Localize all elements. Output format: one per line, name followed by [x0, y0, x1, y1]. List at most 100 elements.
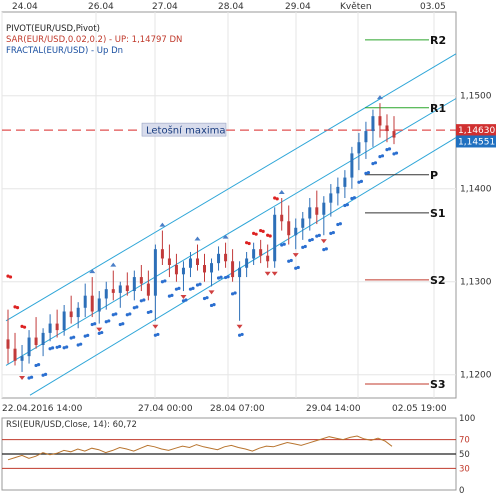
- fractal-up-marker: [194, 236, 201, 241]
- candle-body: [20, 356, 24, 361]
- candle-body: [385, 125, 389, 132]
- sar-dot: [79, 342, 83, 346]
- sar-dot: [266, 233, 270, 237]
- candle-body: [76, 307, 80, 318]
- bottom-date-label: 02.05 19:00: [392, 404, 447, 414]
- top-date-label: 26.04: [88, 2, 114, 12]
- sar-dot: [121, 322, 125, 326]
- candle-body: [371, 116, 375, 132]
- top-date-label: Květen: [340, 2, 372, 12]
- candle-body: [315, 207, 319, 215]
- candle-body: [174, 264, 178, 275]
- sar-dot: [167, 294, 172, 298]
- candle-body: [153, 249, 157, 296]
- sar-dot: [252, 231, 256, 235]
- candle-body: [83, 295, 87, 308]
- sar-dot: [51, 346, 55, 350]
- sar-dot: [104, 320, 108, 324]
- sar-dot: [149, 310, 153, 314]
- rsi-level-label: 50: [459, 450, 470, 460]
- candle-body: [280, 214, 284, 222]
- sar-dot: [336, 222, 340, 227]
- sar-dot: [111, 313, 115, 317]
- fractal-up-marker: [376, 95, 383, 100]
- candle-body: [139, 277, 143, 284]
- sar-dot: [128, 312, 132, 316]
- sar-dot: [195, 283, 200, 287]
- sar-dot: [48, 347, 52, 351]
- sar-dot: [125, 313, 129, 317]
- y-tick-label: 1,1200: [460, 371, 492, 381]
- sar-dot: [296, 265, 300, 270]
- fractal-up-marker: [89, 269, 96, 274]
- fractal-up-marker: [222, 234, 229, 239]
- sar-dot: [181, 299, 186, 303]
- sar-dot: [301, 245, 305, 249]
- pivot-label-S3: S3: [430, 378, 446, 391]
- candle-body: [6, 339, 10, 349]
- candle-body: [231, 261, 235, 278]
- sar-dot: [303, 244, 307, 249]
- sar-dot: [254, 232, 258, 236]
- sar-dot: [146, 310, 150, 315]
- sar-dot: [72, 335, 76, 339]
- sar-dot: [280, 243, 284, 247]
- sar-dot: [163, 279, 167, 283]
- candle-body: [252, 249, 256, 259]
- candle-body: [238, 267, 242, 278]
- sar-dot: [90, 322, 94, 327]
- sar-dot: [230, 292, 235, 296]
- sar-dot: [216, 276, 221, 280]
- sar-dot: [29, 375, 34, 379]
- sar-dot: [6, 274, 10, 278]
- candle-body: [259, 249, 263, 256]
- sar-dot: [22, 325, 27, 329]
- sar-dot: [245, 241, 249, 245]
- price-tag-label: 1,14551: [458, 137, 495, 147]
- candle-body: [132, 277, 136, 292]
- sar-dot: [100, 330, 104, 335]
- candle-body: [90, 295, 94, 312]
- sar-dot: [329, 231, 333, 235]
- sar-dot: [62, 346, 66, 350]
- sar-dot: [268, 234, 272, 238]
- sar-dot: [69, 336, 73, 340]
- pivot-label-S2: S2: [430, 274, 446, 287]
- sar-dot: [177, 286, 181, 290]
- candle-body: [224, 253, 228, 262]
- candle-body: [188, 258, 192, 268]
- sar-dot: [289, 258, 293, 263]
- pivot-legend: PIVOT(EUR/USD,Pivot): [6, 24, 100, 34]
- sar-dot: [55, 345, 59, 349]
- sar-dot: [322, 248, 326, 252]
- sar-dot: [282, 242, 286, 246]
- sar-dot: [205, 296, 209, 300]
- candle-body: [266, 255, 270, 262]
- sar-dot: [27, 376, 31, 380]
- price-tag-bg: [456, 124, 496, 137]
- sar-dot: [202, 296, 207, 301]
- candle-body: [27, 337, 31, 357]
- sar-dot: [191, 286, 195, 290]
- sar-dot: [259, 228, 263, 233]
- sar-dot: [174, 287, 179, 291]
- rsi-title: RSI(EUR/USD,Close, 14): 60,72: [6, 420, 137, 430]
- candle-body: [343, 177, 347, 187]
- y-tick-label: 1,1500: [460, 92, 492, 102]
- candle-body: [210, 263, 214, 273]
- sar-dot: [132, 306, 136, 310]
- sar-dot: [107, 319, 111, 323]
- rsi-level-label: 0: [459, 486, 464, 496]
- fractal-up-marker: [159, 222, 166, 227]
- fractal-down-marker: [292, 253, 299, 258]
- fractal-down-marker: [271, 271, 278, 276]
- fractal-down-marker: [19, 375, 26, 380]
- sar-dot: [392, 152, 396, 156]
- candle-body: [203, 264, 207, 273]
- sar-dot: [350, 196, 354, 201]
- price-tag-label: 1,14630: [458, 126, 495, 136]
- sar-dot: [212, 303, 216, 307]
- candle-body: [69, 311, 73, 318]
- sar-dot: [65, 345, 69, 349]
